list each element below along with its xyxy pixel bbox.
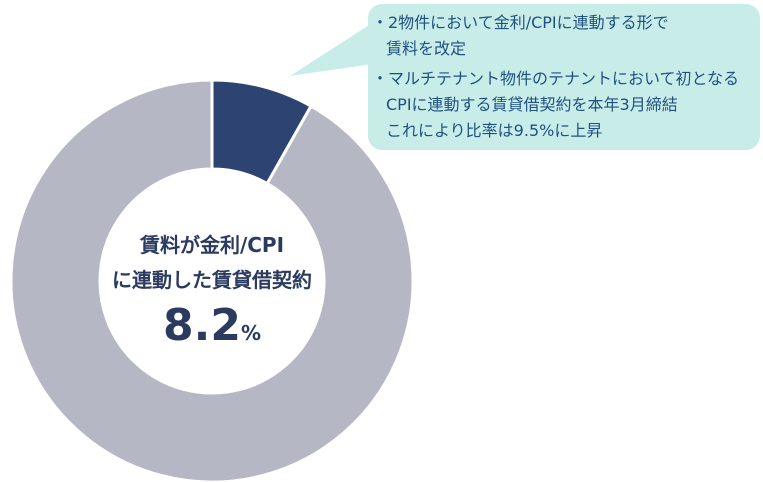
annotation: これにより比率は9.5%に上昇 bbox=[386, 121, 602, 140]
annotation: CPIに連動する賃貸借契約を本年3月締結 bbox=[386, 95, 678, 114]
donut bbox=[9, 78, 415, 482]
callout bbox=[290, 4, 760, 150]
annotation: ・2物件において金利/CPIに連動する形で bbox=[372, 13, 669, 32]
annotation: ・マルチテナント物件のテナントにおいて初となる bbox=[372, 69, 739, 88]
donut-segment bbox=[9, 78, 415, 482]
center-label: 賃料が金利/CPI bbox=[139, 233, 284, 257]
callout-box bbox=[368, 4, 760, 150]
unit: % bbox=[241, 321, 261, 345]
value-label: 8.2 bbox=[163, 300, 241, 351]
callout-pointer bbox=[290, 18, 400, 76]
annotation: 賃料を改定 bbox=[386, 39, 466, 58]
center-label: に連動した賃貸借契約 bbox=[112, 268, 312, 292]
center-value: 8.2% bbox=[163, 300, 261, 351]
